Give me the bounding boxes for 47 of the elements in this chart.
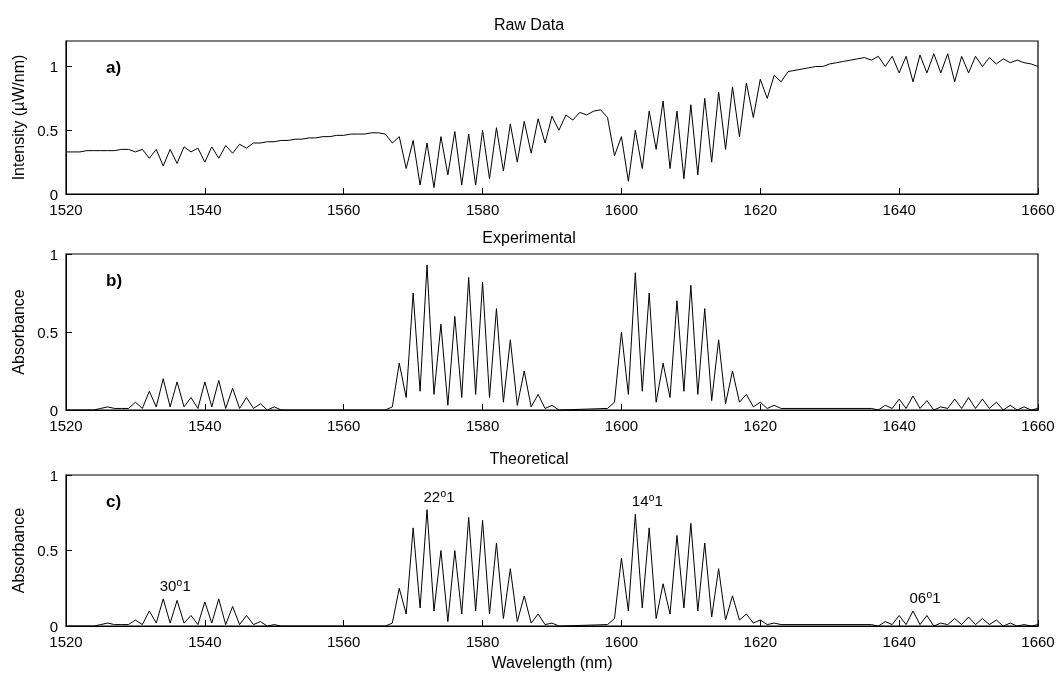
annotation: a): [106, 58, 122, 77]
x-tick-label: 1640: [882, 417, 916, 434]
y-tick-label: 0.5: [37, 121, 58, 139]
x-tick-label: 1520: [49, 417, 83, 434]
y-axis-title: Intensity (µW/nm): [9, 54, 27, 181]
annotation: b): [106, 271, 123, 290]
annotation: 14⁰1: [631, 492, 663, 510]
x-tick-label: 1640: [882, 633, 916, 651]
chart-title: Experimental: [482, 228, 576, 246]
x-tick-label: 1560: [327, 201, 361, 218]
y-axis-title: Absorbance: [9, 507, 27, 594]
x-tick-label: 1560: [327, 417, 361, 434]
x-axis-title: Wavelength (nm): [491, 653, 613, 671]
x-tick-label: 1660: [1021, 417, 1055, 434]
x-tick-label: 1580: [465, 417, 500, 434]
x-tick-label: 1620: [743, 201, 777, 218]
y-tick-label: 0: [49, 401, 58, 419]
annotation: c): [106, 492, 122, 511]
y-tick-label: 0.5: [37, 542, 58, 560]
x-tick-label: 1520: [49, 201, 83, 218]
x-tick-label: 1520: [49, 633, 83, 651]
x-tick-label: 1560: [327, 633, 361, 651]
x-tick-label: 1620: [743, 633, 777, 651]
y-tick-label: 0: [49, 617, 58, 635]
x-tick-label: 1600: [604, 633, 639, 651]
y-tick-label: 1: [49, 58, 58, 75]
x-tick-label: 1540: [188, 633, 222, 651]
x-tick-label: 1540: [188, 417, 222, 434]
x-tick-label: 1580: [465, 633, 500, 651]
annotation: 22⁰1: [423, 487, 455, 505]
chart-title: Raw Data: [493, 15, 565, 33]
y-tick-label: 0.5: [37, 323, 58, 341]
x-tick-label: 1620: [743, 417, 777, 434]
y-tick-label: 0: [49, 185, 58, 203]
x-tick-label: 1600: [604, 417, 639, 434]
x-tick-label: 1600: [604, 201, 639, 218]
y-axis-title: Absorbance: [9, 289, 27, 375]
x-tick-label: 1640: [882, 201, 916, 218]
y-tick-label: 1: [49, 245, 58, 263]
x-tick-label: 1660: [1021, 201, 1055, 218]
y-tick-label: 1: [49, 466, 58, 484]
annotation: 30⁰1: [159, 576, 191, 594]
chart-title: Theoretical: [489, 449, 569, 467]
x-tick-label: 1660: [1021, 633, 1055, 651]
x-tick-label: 1580: [465, 201, 500, 218]
x-tick-label: 1540: [188, 201, 222, 218]
annotation: 06⁰1: [909, 588, 941, 606]
